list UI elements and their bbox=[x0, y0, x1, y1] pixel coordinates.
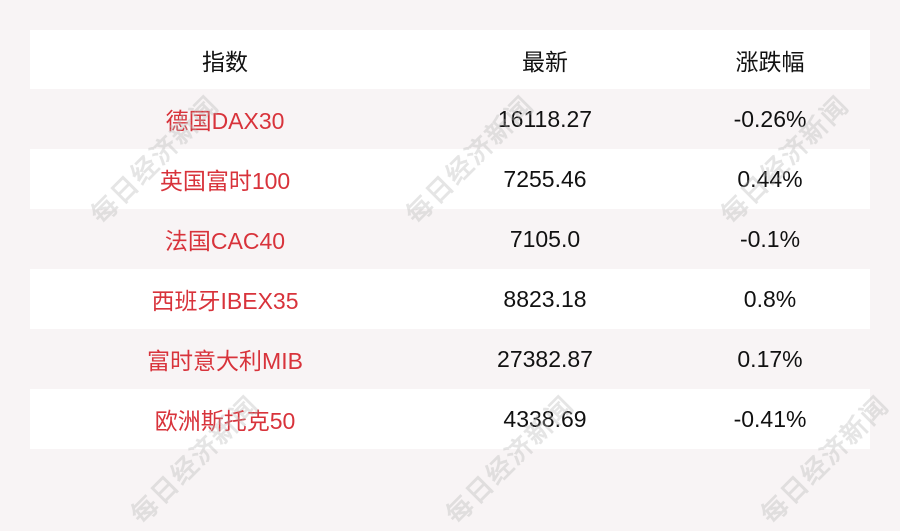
latest-value: 7105.0 bbox=[509, 225, 581, 252]
index-name: 法国CAC40 bbox=[164, 228, 286, 254]
latest-value: 7255.46 bbox=[503, 165, 587, 192]
header-latest: 最新 bbox=[522, 48, 568, 75]
header-index: 指数 bbox=[202, 48, 248, 75]
latest-value: 27382.87 bbox=[497, 345, 593, 372]
index-name: 西班牙IBEX35 bbox=[151, 288, 299, 314]
index-table: 指数 最新 涨跌幅 德国DAX30 16118.27 -0.26% 英国富时10… bbox=[30, 30, 870, 449]
index-name: 英国富时100 bbox=[159, 168, 291, 194]
change-value: 0.17% bbox=[737, 345, 803, 372]
table-row: 欧洲斯托克50 4338.69 -0.41% bbox=[30, 389, 870, 449]
header-change: 涨跌幅 bbox=[735, 48, 805, 75]
table-row: 德国DAX30 16118.27 -0.26% bbox=[30, 89, 870, 149]
index-name: 欧洲斯托克50 bbox=[154, 408, 296, 434]
index-name: 德国DAX30 bbox=[165, 108, 285, 134]
table-row: 富时意大利MIB 27382.87 0.17% bbox=[30, 329, 870, 389]
change-value: -0.41% bbox=[733, 405, 807, 432]
index-name: 富时意大利MIB bbox=[147, 348, 303, 374]
latest-value: 16118.27 bbox=[497, 105, 593, 132]
latest-value: 4338.69 bbox=[503, 405, 587, 432]
change-value: -0.1% bbox=[739, 225, 801, 252]
change-value: -0.26% bbox=[733, 105, 807, 132]
table-row: 英国富时100 7255.46 0.44% bbox=[30, 149, 870, 209]
table-row: 法国CAC40 7105.0 -0.1% bbox=[30, 209, 870, 269]
change-value: 0.44% bbox=[737, 165, 803, 192]
change-value: 0.8% bbox=[743, 285, 797, 312]
table-header: 指数 最新 涨跌幅 bbox=[30, 30, 870, 89]
table-row: 西班牙IBEX35 8823.18 0.8% bbox=[30, 269, 870, 329]
latest-value: 8823.18 bbox=[503, 285, 587, 312]
